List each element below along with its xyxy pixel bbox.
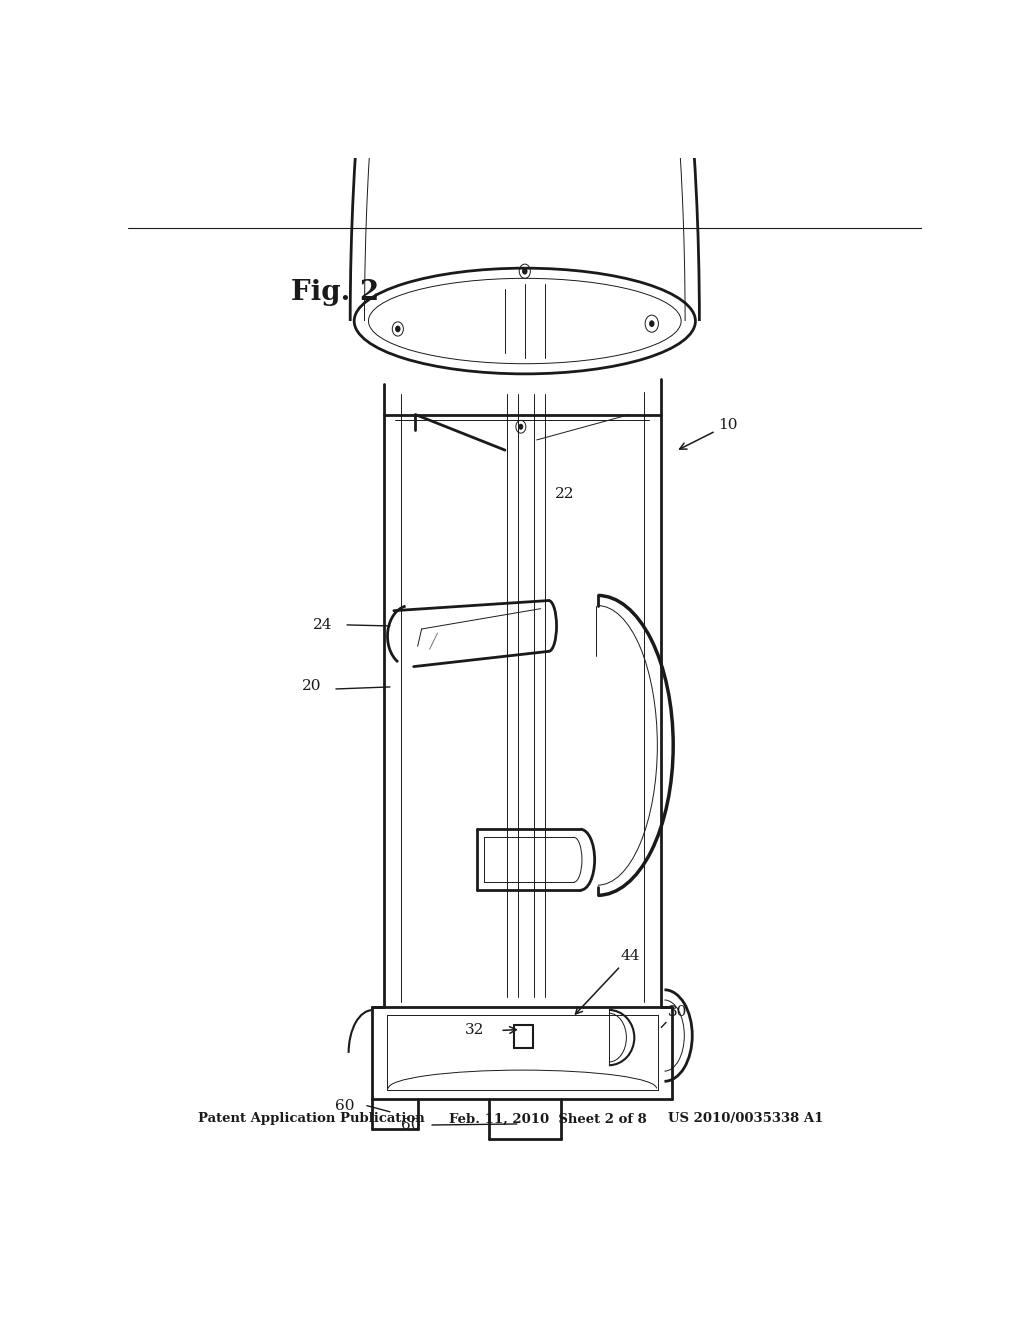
Text: 44: 44 (575, 949, 640, 1014)
Text: Feb. 11, 2010  Sheet 2 of 8: Feb. 11, 2010 Sheet 2 of 8 (450, 1113, 647, 1126)
Text: 30: 30 (668, 1005, 687, 1019)
Text: US 2010/0035338 A1: US 2010/0035338 A1 (668, 1113, 823, 1126)
Circle shape (649, 321, 654, 326)
Text: 20: 20 (302, 678, 322, 693)
Text: 10: 10 (680, 417, 738, 449)
Text: 32: 32 (465, 1023, 484, 1038)
Text: 60: 60 (400, 1118, 420, 1133)
Text: Patent Application Publication: Patent Application Publication (198, 1113, 425, 1126)
Text: Fig. 2: Fig. 2 (291, 279, 379, 306)
Text: 60: 60 (336, 1098, 355, 1113)
Circle shape (522, 268, 527, 275)
Circle shape (395, 326, 400, 331)
Text: 24: 24 (313, 618, 333, 632)
Circle shape (519, 424, 523, 429)
Text: 22: 22 (555, 487, 574, 500)
